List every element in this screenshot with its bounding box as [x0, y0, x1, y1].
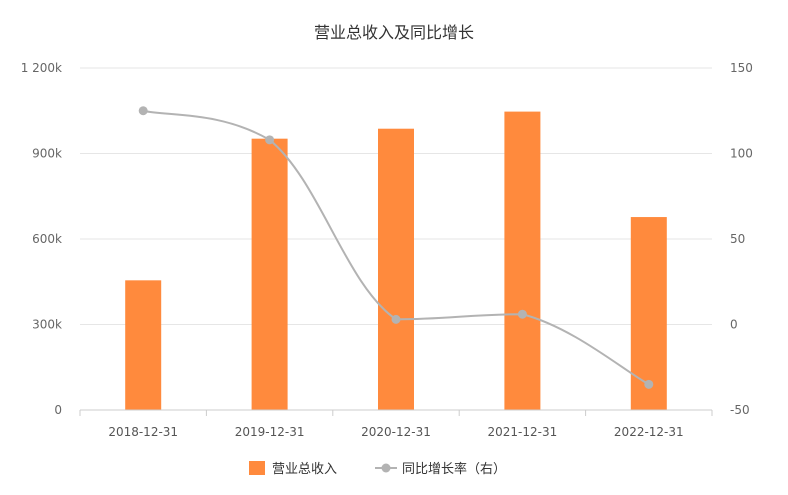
y-left-tick-label: 1 200k: [21, 61, 62, 75]
y-right-tick-label: 150: [730, 61, 753, 75]
legend-line-marker: [381, 463, 391, 473]
growth-rate-point: [391, 314, 401, 324]
legend: 营业总收入 同比增长率（右）: [249, 461, 506, 477]
y-right-tick-label: -50: [730, 403, 750, 417]
chart-title: 营业总收入及同比增长: [314, 23, 474, 42]
y-left-tick-label: 600k: [32, 232, 62, 246]
bar-series: [125, 111, 667, 410]
axes: 0 300k 600k 900k 1 200k -50 0 50 100 150 2018-12-3…: [21, 61, 753, 439]
line-series: [138, 106, 654, 389]
revenue-bar: [251, 138, 288, 410]
legend-label-line: 同比增长率（右）: [402, 461, 506, 477]
growth-rate-point: [517, 309, 527, 319]
y-right-tick-label: 0: [730, 318, 738, 332]
x-tick-label: 2022-12-31: [614, 425, 684, 439]
y-left-tick-label: 0: [54, 403, 62, 417]
y-right-tick-label: 50: [730, 232, 745, 246]
growth-rate-point: [265, 135, 275, 145]
x-tick-label: 2020-12-31: [361, 425, 431, 439]
growth-rate-point: [138, 106, 148, 116]
x-tick-label: 2021-12-31: [488, 425, 558, 439]
growth-rate-point: [644, 379, 654, 389]
revenue-bar: [125, 280, 162, 410]
growth-rate-line: [142, 109, 650, 386]
legend-swatch-bar: [249, 461, 265, 475]
y-right-tick-label: 100: [730, 147, 753, 161]
y-left-tick-label: 900k: [32, 147, 62, 161]
revenue-bar: [378, 128, 414, 410]
revenue-bar: [504, 111, 541, 410]
y-left-tick-label: 300k: [32, 318, 62, 332]
x-tick-label: 2018-12-31: [108, 425, 178, 439]
legend-label-bar: 营业总收入: [272, 462, 337, 477]
x-tick-label: 2019-12-31: [235, 425, 305, 439]
